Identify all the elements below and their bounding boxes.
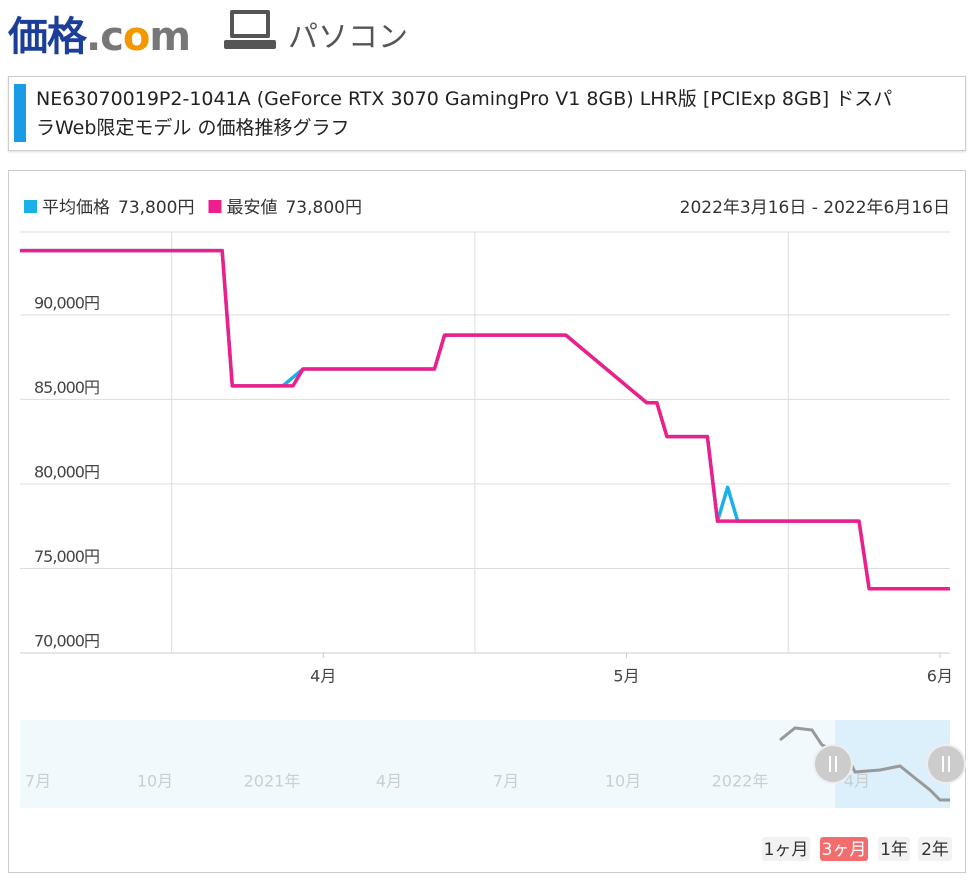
logo-part: .c xyxy=(86,14,124,60)
y-tick-label: 80,000円 xyxy=(34,462,99,481)
period: 2022年3月16日 - 2022年6月16日 xyxy=(680,198,950,218)
range-button[interactable]: 1年 xyxy=(878,837,910,861)
navigator-label: 2022年 xyxy=(712,772,769,791)
range-button-label: 1年 xyxy=(880,840,908,860)
legend-label: 最安値 73,800円 xyxy=(226,198,361,218)
range-button[interactable]: 1ヶ月 xyxy=(762,837,810,861)
navigator-handle[interactable] xyxy=(813,744,853,784)
price-line xyxy=(20,248,950,591)
page-title: NE63070019P2-1041A (GeForce RTX 3070 Gam… xyxy=(36,88,893,139)
range-button-bg xyxy=(878,837,910,861)
legend-swatch xyxy=(24,200,37,213)
y-tick-label: 85,000円 xyxy=(34,378,99,397)
legend-swatch xyxy=(208,200,222,213)
navigator-label: 4月 xyxy=(844,772,870,791)
legend-label: 平均価格 73,800円 xyxy=(42,198,194,218)
y-tick-label: 70,000円 xyxy=(34,632,99,651)
section-name[interactable]: パソコン xyxy=(288,20,408,55)
range-button-label: 2年 xyxy=(921,840,949,860)
logo[interactable]: 価格.com xyxy=(8,4,191,62)
navigator-line xyxy=(779,726,950,802)
legend-value: 73,800円 xyxy=(118,198,194,218)
range-button-bg xyxy=(918,837,952,861)
title-box: NE63070019P2-1041A (GeForce RTX 3070 Gam… xyxy=(8,76,966,151)
handle-circle xyxy=(813,744,853,784)
range-button-bg xyxy=(820,837,868,861)
navigator-label: 10月 xyxy=(605,772,641,791)
navigator-label: 2021年 xyxy=(244,772,301,791)
navigator-label: 10月 xyxy=(137,772,173,791)
x-tick-label: 5月 xyxy=(613,667,639,686)
navigator-handle[interactable] xyxy=(926,744,966,784)
range-button-label: 1ヶ月 xyxy=(764,840,809,860)
legend-name: 最安値 xyxy=(226,198,277,218)
range-button-bg xyxy=(762,837,810,861)
range-button[interactable]: 2年 xyxy=(918,837,952,861)
legend-value: 73,800円 xyxy=(285,198,361,218)
legend-name: 平均価格 xyxy=(42,198,110,218)
handle-circle xyxy=(926,744,966,784)
laptop-icon xyxy=(224,10,276,49)
logo-part: 価格 xyxy=(8,14,87,60)
range-button-label: 3ヶ月 xyxy=(822,840,867,860)
logo-part: o xyxy=(122,14,151,60)
logo-part: m xyxy=(149,14,191,60)
title-bar xyxy=(14,84,26,142)
y-tick-label: 90,000円 xyxy=(34,293,99,312)
y-tick-label: 75,000円 xyxy=(34,547,99,566)
navigator-label: 4月 xyxy=(376,772,402,791)
navigator-label: 7月 xyxy=(493,772,519,791)
x-tick-label: 6月 xyxy=(927,667,953,686)
range-button[interactable]: 3ヶ月 xyxy=(820,837,868,861)
x-tick-label: 4月 xyxy=(310,667,336,686)
navigator-label: 7月 xyxy=(25,772,51,791)
navigator[interactable] xyxy=(20,720,950,808)
